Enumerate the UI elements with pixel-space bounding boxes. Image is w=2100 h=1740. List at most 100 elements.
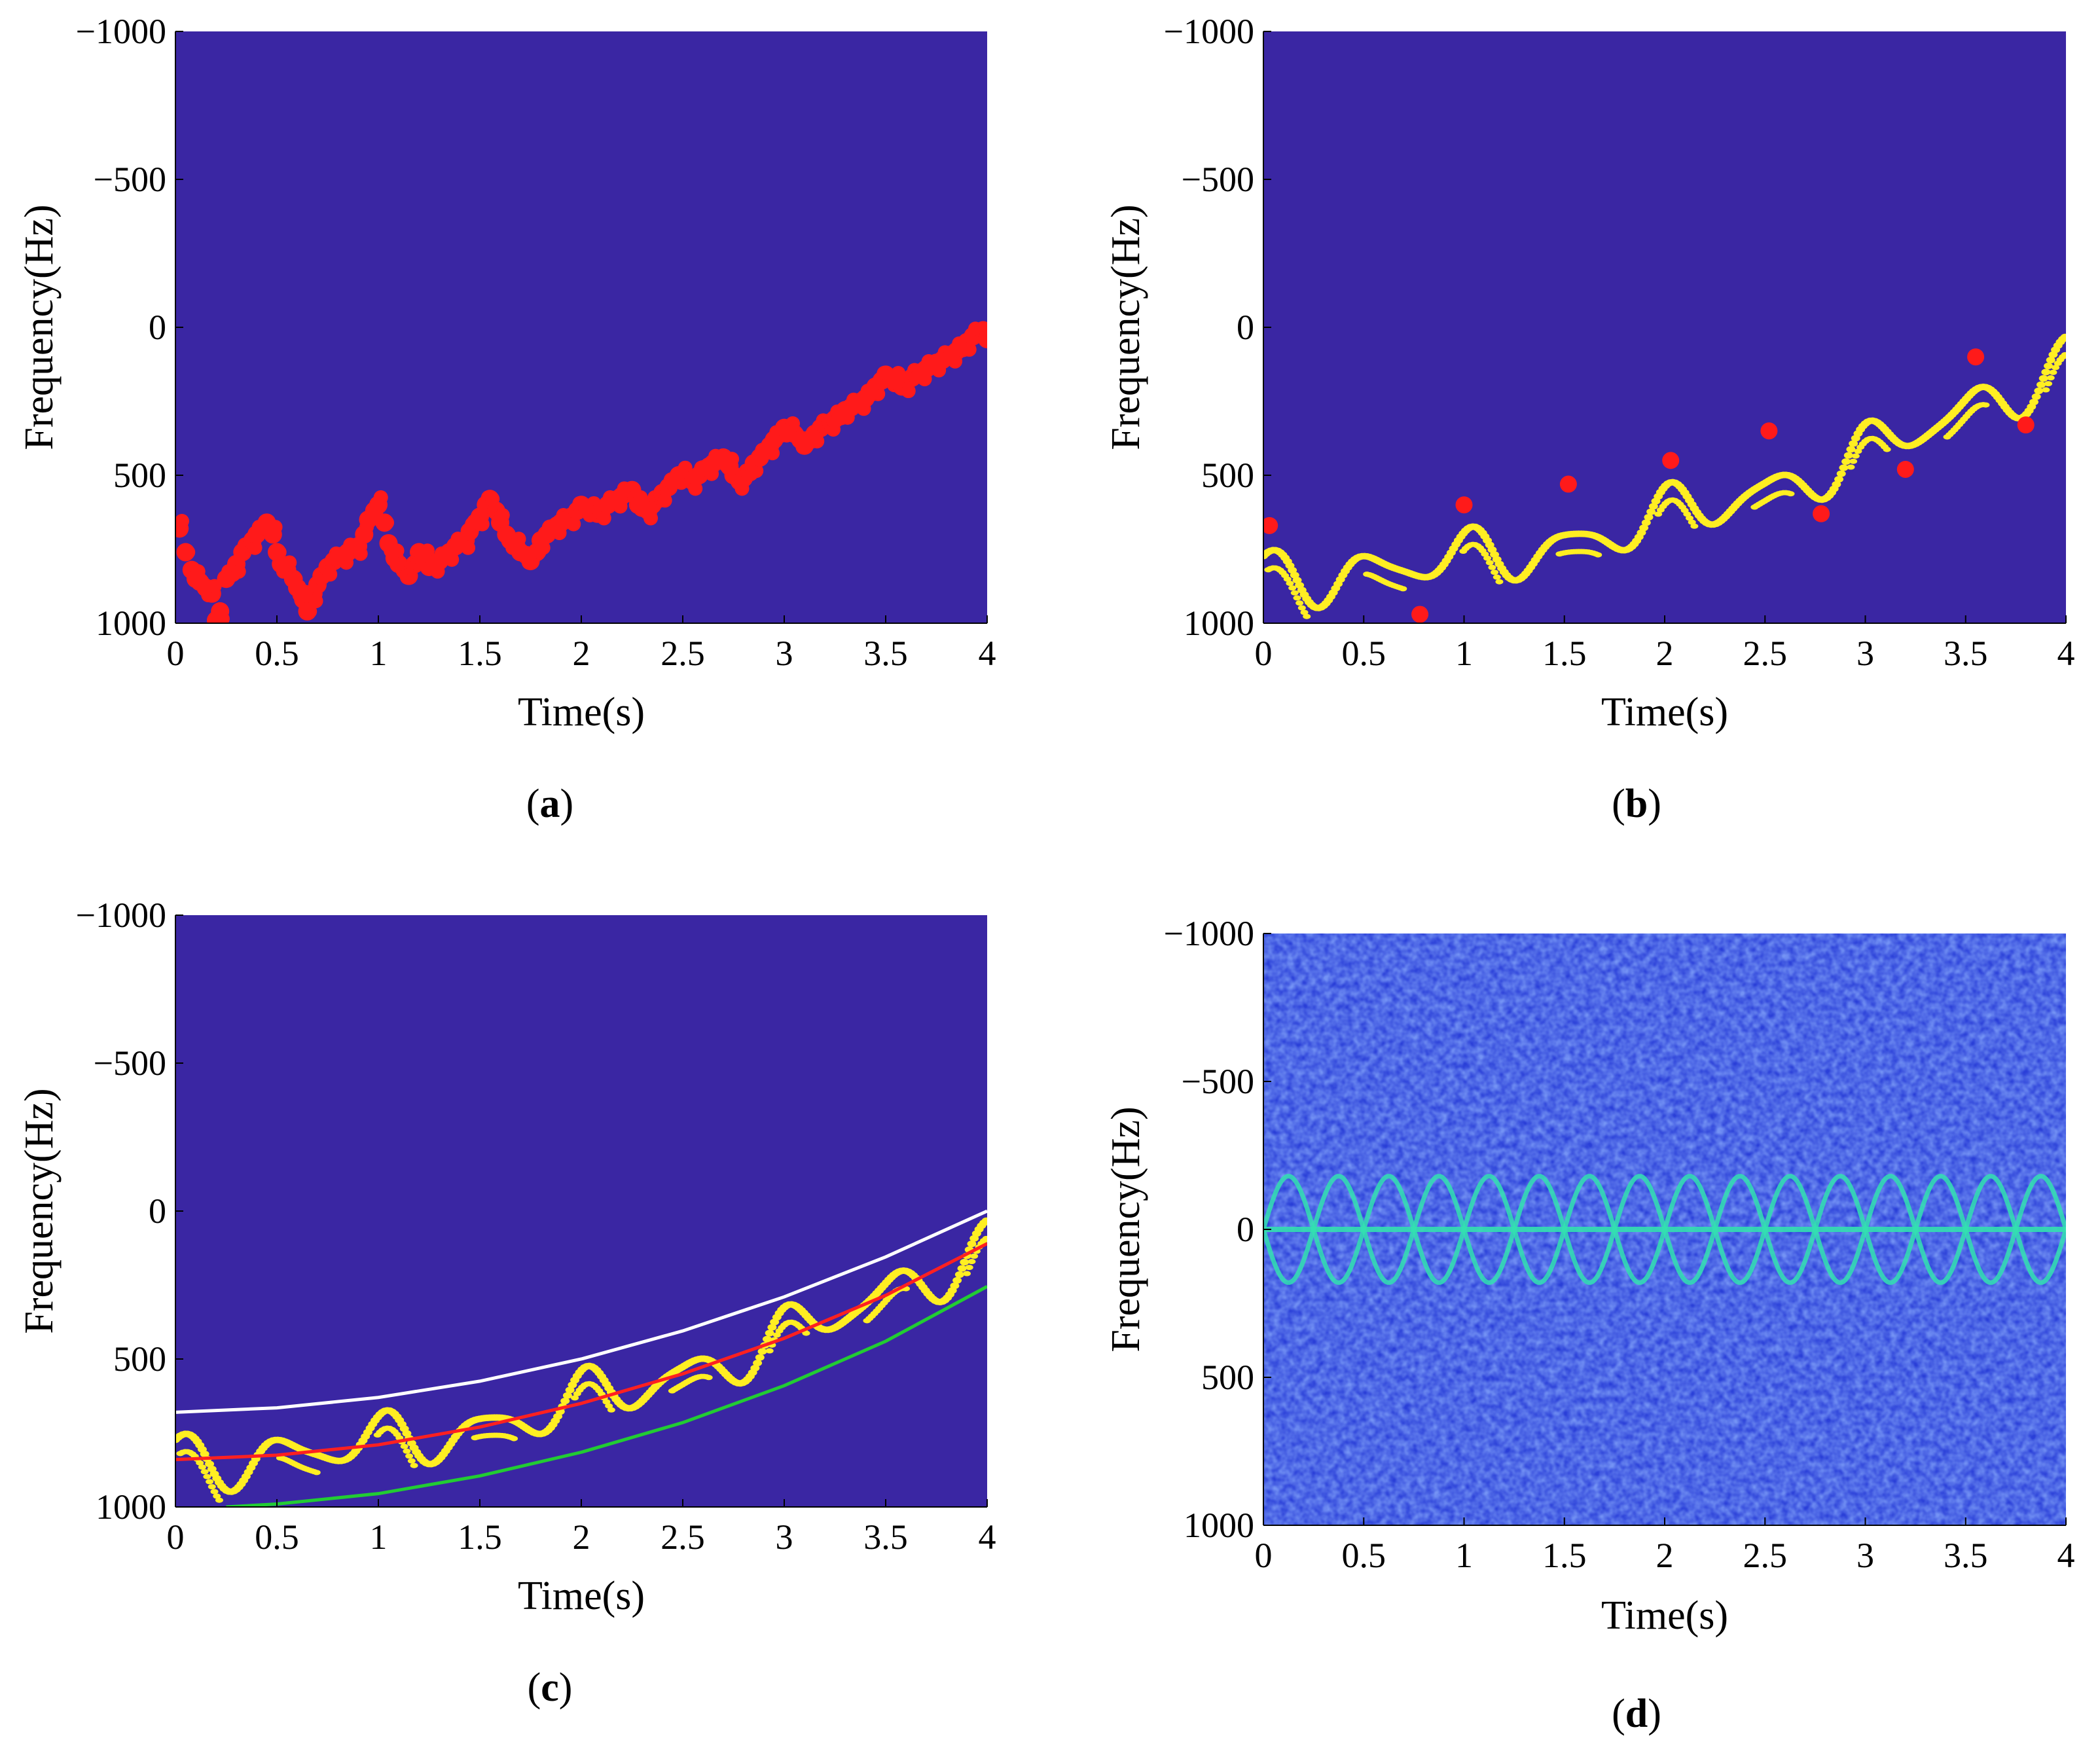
ridge-segment-b (1832, 480, 1841, 488)
y-tick-label-a: 500 (113, 456, 166, 495)
ridge-d (1263, 1174, 2066, 1285)
x-tick-label-a: 2.5 (661, 634, 705, 673)
ridge-segment-b (1485, 560, 1494, 566)
ridge-segment-c (767, 1324, 777, 1331)
ridge-segment-c (802, 1330, 810, 1336)
ridge-segment-b (1292, 577, 1302, 584)
data-point-a (566, 517, 581, 532)
data-point-a (535, 540, 551, 555)
axes-a: 0 0.5 1 1.5 2 2.5 3 3.5 4 −1000 −500 0 500 1000 (76, 12, 996, 673)
x-tick-label-d: 4 (2057, 1536, 2075, 1575)
ridge-segment-b (2029, 399, 2038, 406)
data-point-b (1760, 422, 1778, 440)
ridge-segment-b (1290, 571, 1299, 579)
ridge-segment-c (755, 1354, 765, 1361)
caption-b: (b) (1612, 782, 1661, 826)
x-tick-label-a: 1 (370, 634, 388, 673)
ridge-segment-b (1493, 574, 1501, 580)
ridge-segment-b (2042, 387, 2050, 393)
ridge-segment-b (1641, 519, 1651, 526)
caption-letter-c: c (541, 1665, 559, 1710)
caption-letter-d: d (1625, 1692, 1648, 1736)
ridge-segment-c (982, 1235, 987, 1241)
ridge-segment-b (1849, 440, 1858, 447)
data-point-a (420, 543, 435, 558)
ridge-segment-b (1646, 508, 1656, 515)
ridge-segment-b (1834, 476, 1844, 483)
ridge-wave-d-1 (1263, 1174, 2066, 1285)
ridge-segment-b (2034, 388, 2044, 395)
x-tick-label-d: 2 (1656, 1536, 1674, 1575)
y-axis-label-b: Frequency(Hz) (1104, 204, 1148, 450)
ridge-segment-b (1297, 605, 1306, 611)
data-point-b (1411, 606, 1429, 623)
ridge-segment-c (981, 1217, 987, 1224)
x-tick-label-d: 2.5 (1743, 1536, 1788, 1575)
ridge-segment-b (1495, 579, 1504, 585)
ridge-segment-b (2041, 369, 2051, 376)
x-tick-label-c: 1 (370, 1517, 388, 1557)
ridge-segment-b (2049, 369, 2057, 375)
y-tick-label-b: 500 (1201, 456, 1254, 495)
ridge-segment-c (198, 1464, 206, 1470)
scatter-b (1263, 348, 2035, 623)
x-axis-label-a: Time(s) (518, 690, 645, 734)
data-point-a (323, 567, 338, 582)
caption-a: (a) (526, 782, 573, 826)
x-tick-label-b: 2 (1656, 634, 1674, 673)
ridge-segment-c (200, 1451, 209, 1458)
data-point-a (495, 508, 510, 523)
y-tick-label-b: −1000 (1164, 12, 1254, 51)
data-point-a (901, 384, 916, 399)
x-tick-label-b: 4 (2057, 634, 2075, 673)
data-point-a (688, 481, 703, 496)
x-tick-label-a: 2 (573, 634, 590, 673)
ridge-segment-b (1639, 524, 1649, 532)
data-point-b (1559, 475, 1577, 493)
data-point-a (871, 386, 886, 401)
ridge-segment-b (2031, 393, 2041, 400)
data-point-a (444, 552, 460, 567)
ridge-segment-b (1481, 551, 1489, 557)
ridge-segment-c (510, 1436, 518, 1441)
ridge-segment-b (1847, 464, 1855, 470)
ridge-segment-c (206, 1479, 214, 1485)
ridge-segment-b (1841, 458, 1851, 465)
ridge-segment-b (1594, 552, 1602, 558)
data-point-a (475, 517, 490, 532)
trend-line-red (175, 1242, 987, 1462)
ridge-segment-c (196, 1460, 204, 1466)
ridge-segment-b (1786, 491, 1795, 497)
data-point-a (353, 546, 368, 561)
data-point-b (1662, 452, 1680, 469)
scatter-a (175, 321, 987, 623)
y-tick-label-c: −500 (94, 1043, 166, 1083)
ridge-segment-c (215, 1497, 223, 1503)
ridge-segment-c (400, 1443, 408, 1449)
ridge-segment-c (403, 1448, 411, 1454)
x-tick-label-c: 2.5 (661, 1517, 705, 1557)
ridge-segment-c (750, 1364, 760, 1371)
ridge-segment-b (2046, 375, 2055, 381)
ridge-segment-b (1483, 555, 1492, 561)
data-point-a (725, 452, 740, 467)
data-point-a (461, 540, 476, 555)
ridge-segment-b (1982, 402, 1990, 408)
x-tick-label-c: 0 (167, 1517, 185, 1557)
x-tick-label-b: 3 (1856, 634, 1874, 673)
ridge-segment-c (968, 1259, 976, 1265)
data-point-a (765, 446, 780, 461)
data-point-b (1813, 505, 1830, 522)
x-tick-label-b: 1 (1455, 634, 1473, 673)
ridge-segment-b (1491, 570, 1499, 575)
y-tick-label-d: 0 (1237, 1210, 1254, 1249)
data-point-b (2017, 416, 2035, 434)
ridge-segment-b (2044, 362, 2054, 369)
x-tick-label-c: 0.5 (255, 1517, 299, 1557)
x-tick-label-a: 3.5 (863, 634, 908, 673)
data-point-a (511, 532, 526, 547)
data-point-a (181, 545, 196, 560)
x-tick-label-c: 2 (573, 1517, 590, 1557)
y-tick-label-b: 0 (1237, 308, 1254, 347)
